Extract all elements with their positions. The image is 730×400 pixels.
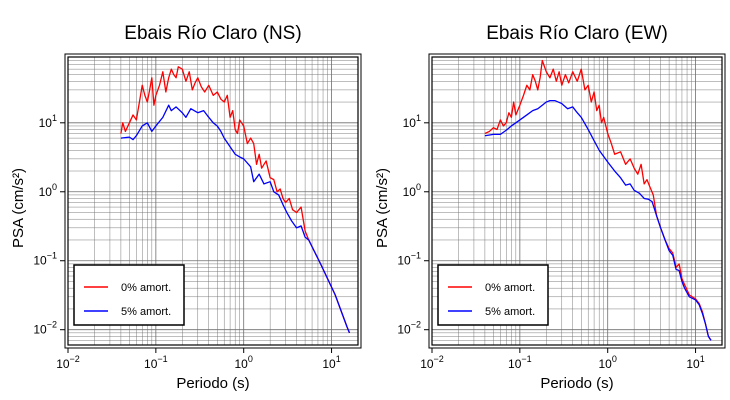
x-tick-label: 10−2 xyxy=(420,354,444,371)
legend-label: 5% amort. xyxy=(121,306,171,318)
y-tick-label: 10−2 xyxy=(397,320,421,337)
series-line-damped xyxy=(484,99,712,341)
axis-ticks xyxy=(60,122,333,353)
grid-lines xyxy=(67,56,359,346)
y-tick-label: 10−1 xyxy=(397,251,421,268)
chart-panel-ew: 10−2 10−1 100 101 10−2 10−1 100 101 Ebais Río Cl… xyxy=(374,23,726,392)
y-tick-label: 101 xyxy=(39,113,57,130)
y-axis-label: PSA (cm/s²) xyxy=(374,168,391,248)
chart-panel-ns: 10−2 10−1 100 101 10−2 10−1 100 101 Ebais Río Cl… xyxy=(10,23,362,392)
plot-frame-outer xyxy=(64,53,362,349)
x-tick-label: 10−1 xyxy=(144,354,168,371)
y-tick-label: 101 xyxy=(403,113,421,130)
x-tick-label: 100 xyxy=(599,354,617,371)
y-tick-label: 100 xyxy=(39,182,57,199)
x-tick-label: 100 xyxy=(235,354,253,371)
legend-box xyxy=(437,264,549,326)
plot-frame xyxy=(67,56,359,346)
chart-title: Ebais Río Claro (NS) xyxy=(124,23,301,44)
legend-label: 5% amort. xyxy=(485,306,535,318)
x-tick-label: 101 xyxy=(322,354,340,371)
legend: 0% amort. 5% amort. xyxy=(437,264,549,326)
legend-label: 0% amort. xyxy=(485,282,535,294)
legend-label: 0% amort. xyxy=(121,282,171,294)
plot-frame xyxy=(431,56,723,346)
axis-ticks xyxy=(424,122,697,353)
y-axis-label: PSA (cm/s²) xyxy=(10,168,27,248)
legend: 0% amort. 5% amort. xyxy=(73,264,185,326)
x-tick-label: 10−2 xyxy=(56,354,80,371)
y-tick-label: 100 xyxy=(403,182,421,199)
x-tick-label: 10−1 xyxy=(508,354,532,371)
x-axis-label: Periodo (s) xyxy=(540,375,613,392)
x-tick-label: 101 xyxy=(686,354,704,371)
x-axis-label: Periodo (s) xyxy=(176,375,249,392)
series-line-undamped xyxy=(484,59,712,341)
y-tick-label: 10−1 xyxy=(33,251,57,268)
plot-frame-outer xyxy=(428,53,726,349)
series-line-undamped xyxy=(120,66,351,334)
legend-box xyxy=(73,264,185,326)
chart-title: Ebais Río Claro (EW) xyxy=(486,23,668,44)
series-line-damped xyxy=(120,104,351,334)
y-tick-label: 10−2 xyxy=(33,320,57,337)
